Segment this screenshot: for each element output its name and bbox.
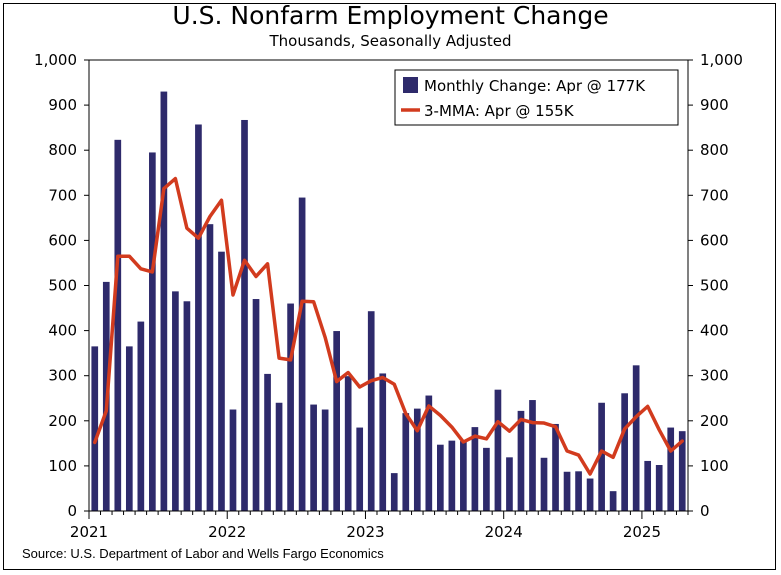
source-note: Source: U.S. Department of Labor and Wel… [22,546,384,561]
bar [483,447,490,511]
y-tick-label-left: 300 [48,367,77,385]
y-tick-label-left: 400 [48,322,77,340]
y-tick-label-left: 1,000 [34,51,77,69]
bar [310,404,317,511]
bar [390,473,398,511]
y-tick-label-right: 1,000 [700,51,743,69]
bar [632,365,640,511]
y-tick-label-left: 200 [48,412,77,430]
y-tick-label-right: 300 [700,367,729,385]
bar [678,431,686,511]
y-tick-label-right: 100 [700,457,729,475]
bar [160,91,168,511]
bar [137,321,145,511]
legend-label-line: 3-MMA: Apr @ 155K [424,102,575,120]
bar [609,491,617,511]
legend: Monthly Change: Apr @ 177K 3-MMA: Apr @ 1… [394,69,679,126]
x-tick-label: 2022 [208,523,246,541]
bar [494,389,502,511]
chart-frame [3,3,776,570]
bar [195,124,202,512]
bar [448,440,456,511]
bar [471,427,479,511]
bar [506,457,513,511]
bar [529,400,536,511]
bar [552,423,559,511]
y-tick-label-left: 500 [48,277,77,295]
bar [644,460,652,511]
bar [91,346,99,511]
bar [598,402,605,511]
y-tick-label-left: 900 [48,96,77,114]
bar [425,395,433,511]
y-tick-label-right: 500 [700,277,729,295]
y-tick-label-right: 400 [700,322,729,340]
y-tick-label-right: 200 [700,412,729,430]
y-tick-label-right: 800 [700,141,729,159]
bar [287,303,294,511]
bar [206,224,214,511]
y-tick-label-left: 800 [48,141,77,159]
bar [586,478,594,511]
chart-subtitle: Thousands, Seasonally Adjusted [269,32,512,50]
bar [183,301,191,511]
line-series [93,176,684,476]
x-tick-label: 2024 [485,523,523,541]
bar [298,197,306,511]
bar-series [91,91,686,512]
bar [655,465,663,511]
y-tick-label-right: 600 [700,231,729,249]
bar [264,373,271,511]
bar [333,331,340,511]
bar [344,376,352,511]
bar [367,311,375,511]
y-tick-label-left: 100 [48,457,77,475]
bar [437,444,444,511]
y-tick-label-left: 600 [48,231,77,249]
bar [356,427,364,511]
x-tick-label: 2025 [623,523,661,541]
bar [218,251,225,511]
bar [114,139,122,511]
y-tick-label-right: 700 [700,186,729,204]
bar [241,119,248,511]
legend-box [394,69,679,126]
legend-swatch-bar [403,77,418,93]
chart-title: U.S. Nonfarm Employment Change [172,1,609,30]
y-tick-label-right: 0 [700,502,710,520]
plot-area-border [88,59,689,512]
bar [125,346,133,511]
bar [172,291,179,511]
bar [575,471,582,511]
y-tick-label-left: 700 [48,186,77,204]
bar [460,441,467,511]
bar [321,409,329,511]
legend-label-bar: Monthly Change: Apr @ 177K [424,77,646,95]
bar [563,471,571,511]
y-tick-label-right: 900 [700,96,729,114]
bar [229,409,237,511]
bar [621,393,628,511]
bar [540,457,548,511]
bar [149,152,156,511]
x-tick-label: 2023 [346,523,384,541]
mma-line [93,176,684,476]
bar [275,402,283,511]
x-tick-label: 2021 [70,523,108,541]
bar [402,413,410,511]
bar [252,299,260,511]
bar [517,410,525,511]
y-tick-label-left: 0 [67,502,77,520]
bar [379,373,387,511]
bar [413,408,421,511]
bar [667,427,675,511]
axes: 0 0 100 100 200 200 300 300 400 400 500 500 600 600 70… [34,51,743,541]
